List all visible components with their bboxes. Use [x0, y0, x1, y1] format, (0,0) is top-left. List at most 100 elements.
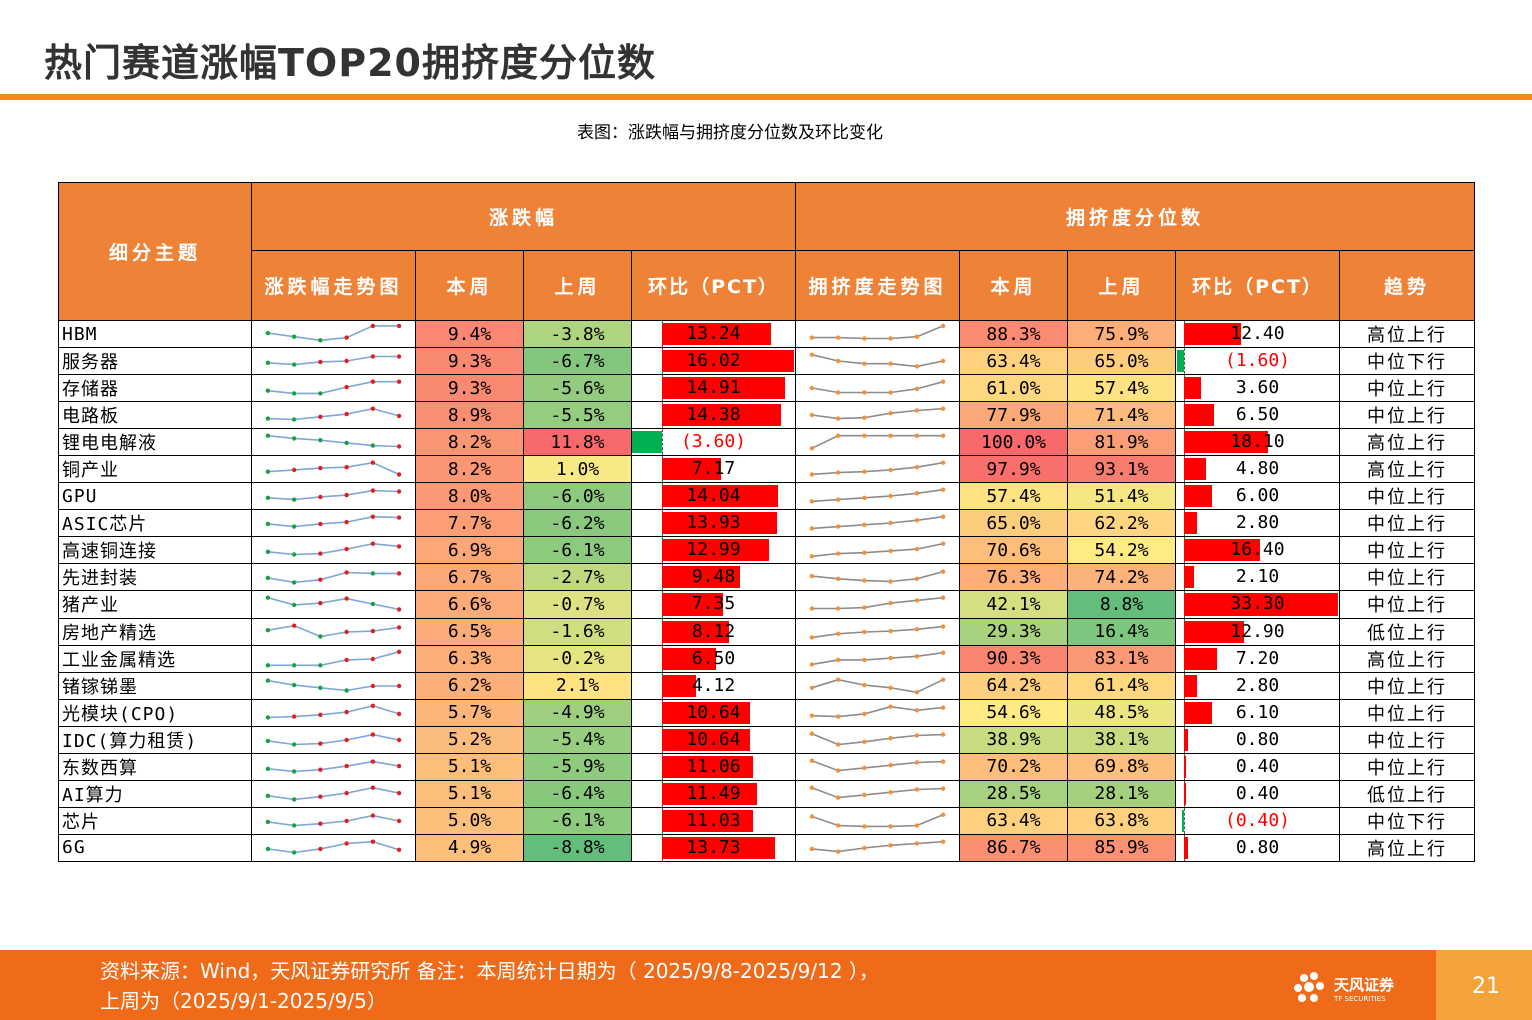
change-sparkline [265, 839, 402, 855]
crowd-sparkline [809, 812, 946, 829]
cell-theme: 工业金属精选 [58, 644, 252, 673]
crowd-sparkline-point [888, 704, 893, 709]
cell-crowd-last-week: 48.5% [1067, 698, 1177, 727]
bar-fill [662, 512, 777, 535]
crowd-sparkline-point [914, 433, 920, 439]
change-sparkline-point [396, 413, 402, 419]
bar-label: 7.17 [691, 458, 736, 480]
cell-crowd-sparkline [795, 509, 961, 538]
cell-change-pct: 10.64 [630, 698, 797, 727]
bar-label: 18.10 [1230, 431, 1285, 453]
table-row: 芯片 5.0% -6.1% 11.03 63.4% 63.8% (0.40) 中位下行 [58, 806, 1476, 835]
change-sparkline-point [291, 823, 297, 828]
crowd-sparkline [809, 406, 946, 421]
change-sparkline-point [265, 714, 271, 720]
change-sparkline-point [370, 379, 376, 385]
table-row: 房地产精选 6.5% -1.6% 8.12 29.3% 16.4% 12.90 低位上行 [58, 617, 1476, 646]
cell-change-last-week: -2.7% [523, 563, 632, 592]
cell-theme: GPU [58, 482, 252, 511]
bar-fill [1184, 647, 1218, 670]
change-sparkline-point [396, 607, 402, 613]
cell-crowd-this-week: 100.0% [959, 428, 1069, 457]
cell-crowd-sparkline [795, 319, 961, 349]
header-theme: 细分主题 [58, 182, 252, 321]
crowd-sparkline-point [862, 765, 867, 770]
crowd-sparkline-point [888, 601, 893, 606]
crowd-sparkline-point [835, 577, 841, 582]
cell-change-pct: 12.99 [630, 536, 797, 565]
bar-label: 12.40 [1230, 323, 1285, 344]
cell-theme: 光模块(CPO) [58, 698, 252, 727]
bar-fill [662, 377, 785, 400]
cell-crowd-sparkline [795, 698, 961, 727]
flower-logo-icon [1294, 972, 1324, 1002]
change-sparkline-point [291, 391, 297, 396]
bar-label: 6.10 [1235, 701, 1280, 723]
change-sparkline-point [291, 769, 297, 774]
crowd-sparkline-point [809, 412, 815, 418]
cell-trend: 高位上行 [1339, 644, 1476, 673]
change-sparkline-point [318, 438, 323, 443]
cell-change-last-week: 11.8% [523, 428, 632, 457]
crowd-sparkline-point [809, 554, 815, 559]
change-sparkline-point [396, 711, 402, 716]
change-sparkline-point [291, 362, 297, 367]
cell-change-sparkline [251, 806, 416, 835]
bar-label: 2.10 [1235, 566, 1280, 588]
cell-change-this-week: 5.0% [415, 806, 524, 835]
bar-label: 16.40 [1230, 539, 1285, 561]
cell-change-sparkline [251, 617, 416, 646]
cell-change-pct: 4.12 [630, 671, 797, 700]
cell-crowd-sparkline [795, 752, 961, 781]
crowd-sparkline-point [835, 335, 841, 340]
cell-theme: 铜产业 [58, 455, 252, 484]
cell-crowd-last-week: 85.9% [1067, 833, 1177, 863]
change-sparkline-point [265, 793, 271, 798]
cell-trend: 中位下行 [1339, 806, 1476, 835]
cell-crowd-last-week: 61.4% [1067, 671, 1177, 700]
table-row: 工业金属精选 6.3% -0.2% 6.50 90.3% 83.1% 7.20 高位上行 [58, 644, 1476, 673]
cell-change-last-week: -0.7% [523, 590, 632, 619]
bar-fill [662, 836, 776, 859]
table-row: GPU 8.0% -6.0% 14.04 57.4% 51.4% 6.00 中位上行 [58, 482, 1476, 511]
table-row: 猪产业 6.6% -0.7% 7.35 42.1% 8.8% 33.30 中位上行 [58, 590, 1476, 619]
cell-crowd-last-week: 93.1% [1067, 455, 1177, 484]
cell-trend: 高位上行 [1339, 428, 1476, 457]
change-sparkline [265, 595, 402, 613]
cell-change-pct: 13.73 [630, 833, 797, 863]
cell-change-pct: 14.91 [630, 374, 797, 403]
table-row: 先进封装 6.7% -2.7% 9.48 76.3% 74.2% 2.10 中位上行 [58, 563, 1476, 592]
change-sparkline-point [291, 850, 297, 855]
cell-crowd-pct: (0.40) [1175, 806, 1341, 835]
bar-fill [1184, 323, 1242, 346]
cell-change-this-week: 6.7% [415, 563, 524, 592]
cell-crowd-this-week: 88.3% [959, 319, 1069, 349]
table-row: 6G 4.9% -8.8% 13.73 86.7% 85.9% 0.80 高位上行 [58, 833, 1476, 863]
cell-crowd-pct: 12.40 [1175, 319, 1341, 349]
change-sparkline-point [291, 552, 297, 558]
change-sparkline [265, 354, 402, 367]
change-sparkline-point [291, 334, 297, 339]
cell-change-sparkline [251, 536, 416, 565]
crowd-sparkline-point [862, 495, 867, 501]
crowd-sparkline-point [914, 841, 920, 846]
cell-theme: AI算力 [58, 779, 252, 808]
crowd-sparkline-point [809, 606, 815, 612]
crowd-sparkline-point [914, 364, 920, 369]
cell-crowd-sparkline [795, 401, 961, 430]
cell-crowd-last-week: 75.9% [1067, 319, 1177, 349]
cell-theme: 锂电电解液 [58, 428, 252, 457]
table-caption: 表图：涨跌幅与拥挤度分位数及环比变化 [577, 123, 883, 143]
crowd-sparkline-point [809, 685, 815, 690]
change-sparkline-point [318, 767, 323, 772]
cell-change-this-week: 8.9% [415, 401, 524, 430]
bar-fill [1184, 539, 1260, 562]
change-sparkline [265, 759, 402, 774]
bar-label: 12.90 [1230, 620, 1285, 642]
cell-change-pct: 14.38 [630, 401, 797, 430]
change-sparkline-point [265, 627, 271, 632]
bar-fill [662, 404, 781, 427]
change-sparkline-point [265, 416, 271, 421]
change-sparkline-point [318, 466, 323, 471]
cell-crowd-this-week: 57.4% [959, 482, 1069, 511]
